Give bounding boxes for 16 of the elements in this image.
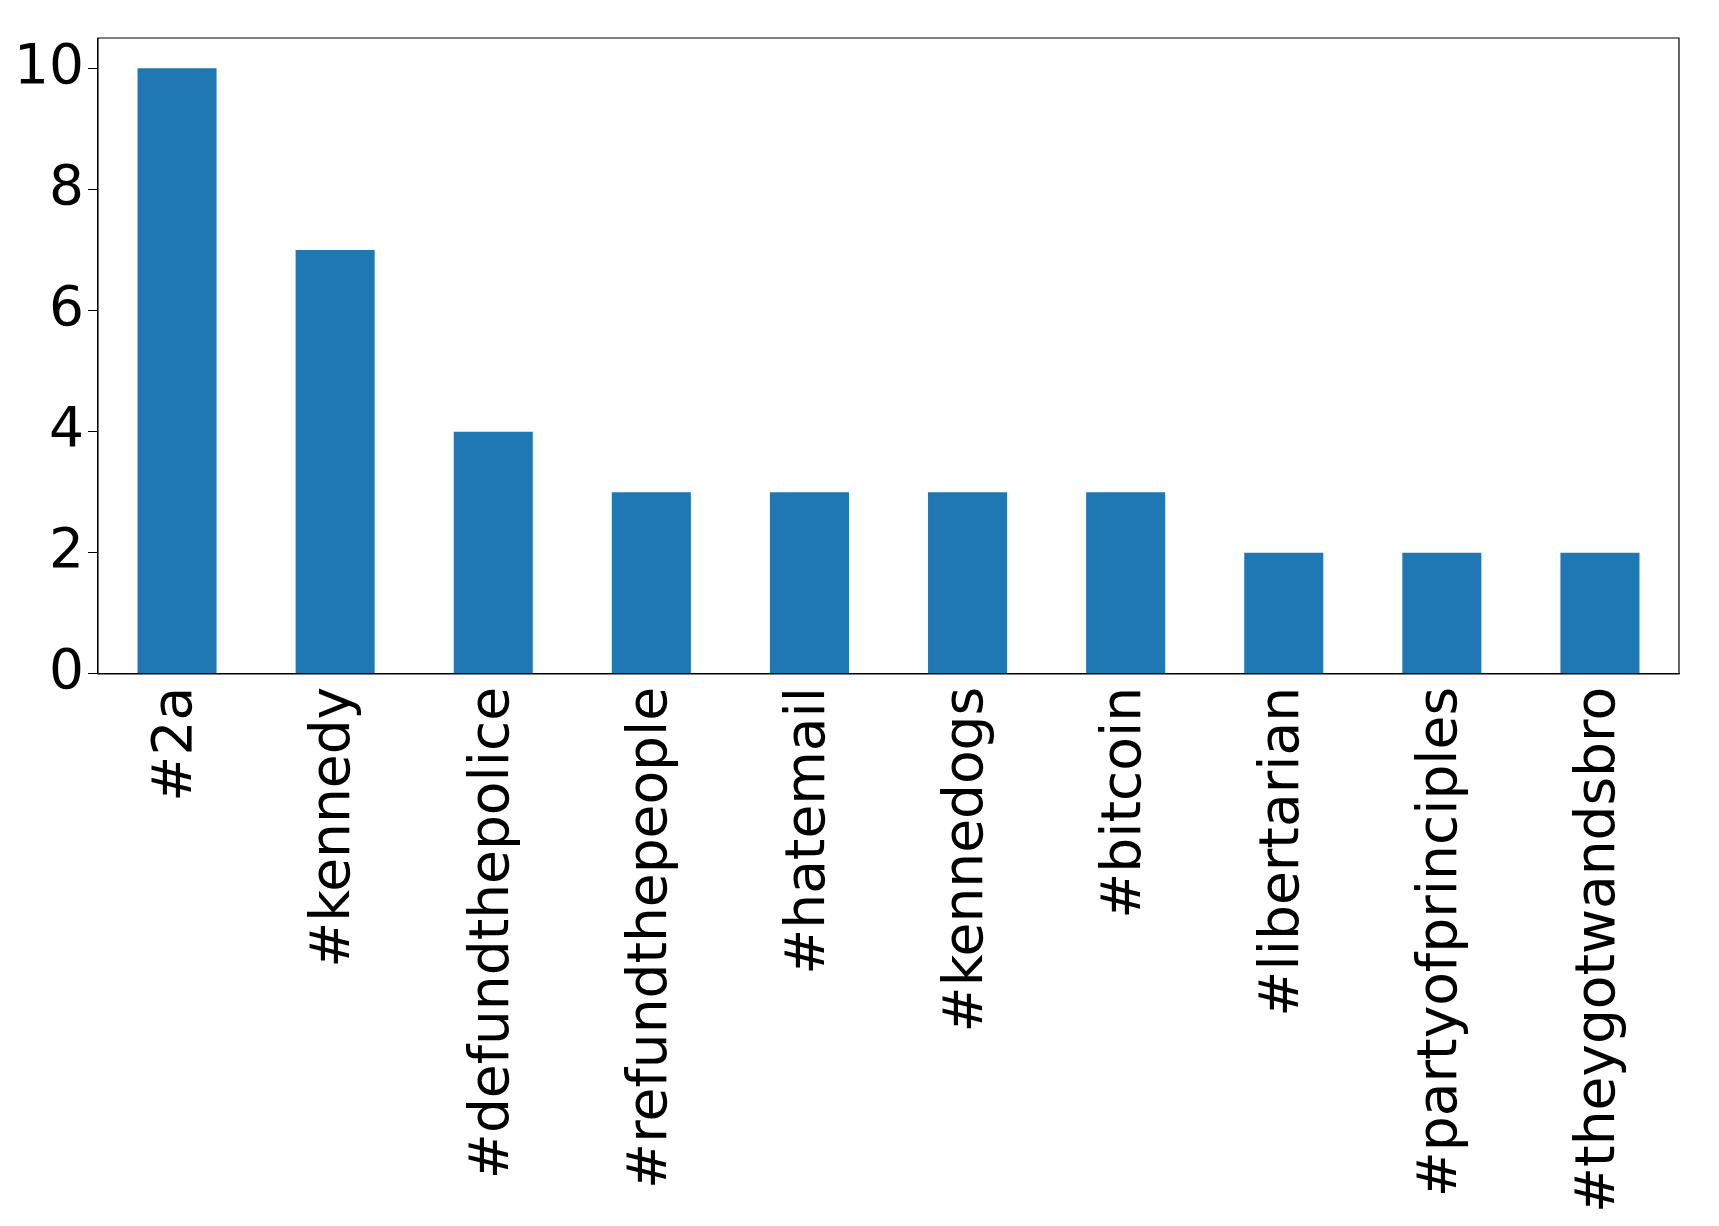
y-tick-label: 0 — [48, 637, 84, 702]
x-tick-label: #hatemail — [772, 686, 837, 975]
x-tick-label: #refundthepeople — [614, 686, 679, 1189]
x-tick-label: #partyofprinciples — [1405, 686, 1470, 1198]
x-tick-label: #kennedy — [298, 686, 363, 968]
y-tick-label: 6 — [48, 273, 84, 338]
x-tick-label: #2a — [140, 686, 205, 802]
x-tick-label: #libertarian — [1247, 686, 1312, 1017]
y-tick-label: 4 — [48, 394, 84, 459]
y-tick-label: 8 — [48, 152, 84, 217]
y-tick-label: 2 — [48, 516, 84, 581]
x-tick-label: #bitcoin — [1088, 686, 1153, 919]
x-tick-label: #kennedogs — [930, 686, 995, 1033]
x-tick-label: #defundthepolice — [456, 686, 521, 1180]
y-tick-label: 10 — [13, 31, 84, 96]
x-tick-label: #theygotwandsbro — [1563, 686, 1628, 1214]
